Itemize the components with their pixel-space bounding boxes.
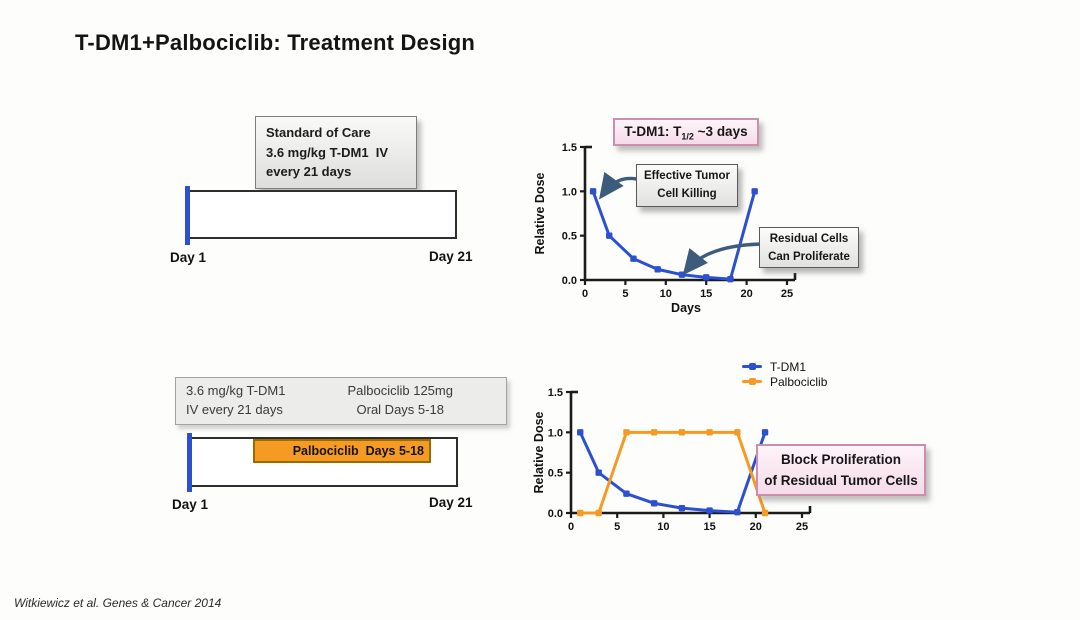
combo-day21-label: Day 21 [429, 495, 473, 510]
combo-line: IV every 21 days [186, 402, 283, 417]
svg-text:1.5: 1.5 [562, 142, 577, 154]
annotation-residual-cells: Residual Cells Can Proliferate [759, 227, 859, 268]
combo-dose-tick [187, 433, 192, 492]
svg-text:0.5: 0.5 [548, 468, 563, 480]
svg-text:1.5: 1.5 [548, 387, 563, 399]
svg-text:1.0: 1.0 [548, 427, 563, 439]
chart1-title-suffix: ~3 days [693, 124, 748, 139]
citation: Witkiewicz et al. Genes & Cancer 2014 [14, 596, 222, 610]
annotation-line: of Residual Tumor Cells [764, 472, 918, 488]
combination-box: 3.6 mg/kg T-DM1 IV every 21 days Palboci… [175, 377, 507, 425]
palbociclib-dosing-bar: Palbociclib Days 5-18 [253, 439, 431, 463]
soc-line: Standard of Care [266, 125, 371, 140]
svg-text:20: 20 [740, 288, 752, 300]
annotation-effective-tumor: Effective Tumor Cell Killing [636, 164, 738, 207]
palbociclib-bar-label: Palbociclib Days 5-18 [292, 444, 424, 458]
chart1-title-box: T-DM1: T1/2 ~3 days [613, 118, 759, 146]
svg-text:10: 10 [657, 521, 669, 533]
legend-label: T-DM1 [770, 359, 806, 374]
svg-text:0: 0 [582, 288, 588, 300]
svg-text:Relative Dose: Relative Dose [532, 411, 546, 493]
svg-text:Relative Dose: Relative Dose [533, 172, 547, 254]
legend-item-palbociclib: Palbociclib [742, 374, 827, 389]
svg-text:5: 5 [622, 288, 628, 300]
soc-line: every 21 days [266, 164, 352, 179]
svg-text:0.5: 0.5 [562, 231, 577, 243]
combo-palbociclib-text: Palbociclib 125mg Oral Days 5-18 [347, 382, 453, 420]
annotation-line: Can Proliferate [768, 250, 850, 263]
annotation-line: Residual Cells [769, 233, 849, 245]
tdm1-series-icon [742, 362, 762, 371]
svg-text:0.0: 0.0 [548, 508, 563, 520]
combo-line: Palbociclib 125mg [347, 383, 453, 399]
combo-tdm1-text: 3.6 mg/kg T-DM1 IV every 21 days [186, 382, 285, 420]
svg-text:1.0: 1.0 [562, 186, 577, 198]
annotation-line: Cell Killing [657, 187, 717, 200]
svg-text:20: 20 [750, 521, 762, 533]
block-proliferation-box: Block Proliferation of Residual Tumor Ce… [756, 444, 926, 496]
svg-text:10: 10 [660, 288, 672, 300]
chart1-title-prefix: T-DM1: T [624, 124, 682, 139]
soc-day1-label: Day 1 [170, 250, 207, 265]
annotation-line: Block Proliferation [780, 452, 902, 467]
svg-text:0: 0 [568, 521, 574, 533]
combo-line: Oral Days 5-18 [356, 402, 444, 417]
page-title: T-DM1+Palbociclib: Treatment Design [75, 30, 476, 55]
svg-text:0.0: 0.0 [562, 275, 577, 287]
legend-label: Palbociclib [770, 374, 828, 389]
soc-cycle-rectangle [188, 190, 457, 239]
annotation-line: Effective Tumor [643, 170, 731, 182]
svg-text:Days: Days [671, 301, 701, 315]
svg-text:15: 15 [700, 288, 712, 300]
standard-of-care-box: Standard of Care 3.6 mg/kg T-DM1 IV ever… [255, 116, 417, 189]
soc-day21-label: Day 21 [429, 249, 473, 264]
svg-text:15: 15 [703, 521, 715, 533]
tdm1-halflife-chart: 0 5 10 15 20 25 0.0 0.5 1.0 1.5 Days Relative Dose [533, 142, 797, 315]
combo-line: 3.6 mg/kg T-DM1 [186, 383, 286, 399]
soc-line: 3.6 mg/kg T-DM1 IV [266, 144, 389, 160]
chart1-title-sub: 1/2 [681, 131, 694, 142]
legend-item-tdm1: T-DM1 [742, 359, 827, 374]
palbociclib-series-icon [742, 377, 762, 386]
combo-day1-label: Day 1 [172, 497, 209, 512]
svg-text:5: 5 [614, 521, 620, 533]
chart2-legend: T-DM1 Palbociclib [742, 359, 827, 389]
svg-text:25: 25 [781, 288, 793, 300]
soc-dose-tick [185, 186, 190, 245]
svg-text:25: 25 [796, 521, 808, 533]
